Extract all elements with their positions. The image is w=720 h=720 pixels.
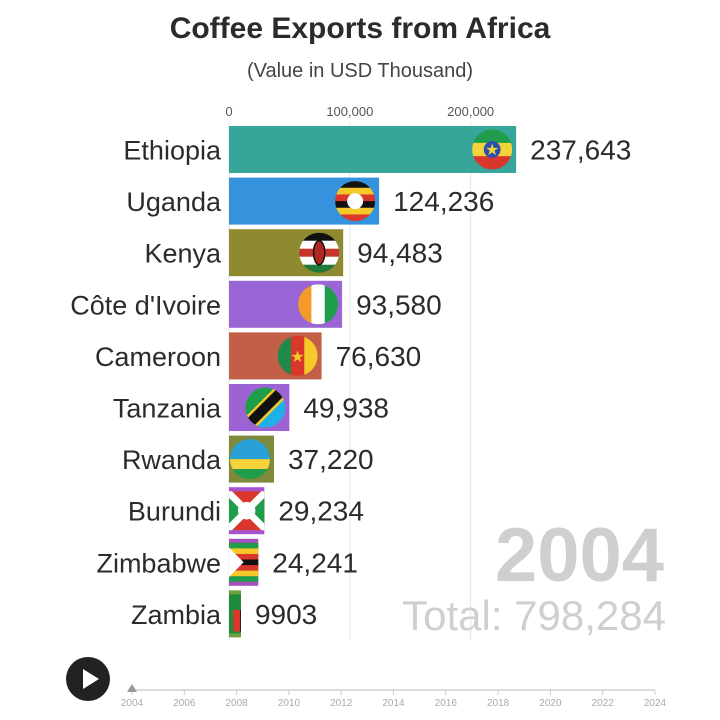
value-label: 94,483 bbox=[357, 238, 443, 269]
zimbabwe-flag-icon bbox=[229, 542, 259, 582]
cote-divoire-flag-icon bbox=[298, 284, 339, 325]
timeline-tick-label: 2010 bbox=[278, 698, 301, 709]
value-label: 9903 bbox=[255, 599, 317, 630]
category-label: Cameroon bbox=[95, 342, 221, 372]
x-tick-label: 200,000 bbox=[447, 104, 494, 119]
value-label: 49,938 bbox=[303, 393, 389, 424]
kenya-flag-icon bbox=[299, 232, 340, 273]
zambia-flag-icon bbox=[229, 594, 241, 634]
x-tick-label: 0 bbox=[225, 104, 232, 119]
bar-row: Ethiopia ★ 237,643 bbox=[123, 126, 631, 173]
timeline-tick-label: 2024 bbox=[644, 698, 667, 709]
value-label: 37,220 bbox=[288, 444, 374, 475]
category-label: Ethiopia bbox=[123, 136, 222, 166]
value-label: 93,580 bbox=[356, 289, 442, 320]
bar-row: Rwanda 37,220 bbox=[122, 435, 374, 483]
value-label: 29,234 bbox=[278, 496, 364, 527]
category-label: Kenya bbox=[144, 239, 222, 269]
category-label: Burundi bbox=[128, 497, 221, 527]
bar-row: Uganda 124,236 bbox=[126, 177, 494, 225]
uganda-flag-icon bbox=[335, 181, 376, 222]
value-label: 237,643 bbox=[530, 135, 631, 166]
bar-row: Côte d'Ivoire 93,580 bbox=[70, 280, 442, 328]
tanzania-flag-icon bbox=[245, 387, 286, 428]
rwanda-flag-icon bbox=[229, 439, 270, 480]
bar bbox=[229, 126, 517, 173]
category-label: Rwanda bbox=[122, 445, 222, 475]
bar-row: Zambia 9903 bbox=[131, 590, 317, 638]
cameroon-flag-icon: ★ bbox=[277, 335, 318, 376]
chart-title: Coffee Exports from Africa bbox=[169, 12, 551, 45]
value-label: 76,630 bbox=[336, 341, 422, 372]
category-label: Zambia bbox=[131, 600, 222, 630]
bar-row: Kenya 94,483 bbox=[144, 229, 443, 277]
value-label: 24,241 bbox=[272, 547, 358, 578]
category-label: Tanzania bbox=[113, 394, 222, 424]
chart-subtitle: (Value in USD Thousand) bbox=[246, 60, 474, 82]
timeline-tick-label: 2014 bbox=[382, 698, 405, 709]
ethiopia-flag-icon: ★ bbox=[472, 129, 513, 170]
timeline-tick-label: 2020 bbox=[539, 698, 562, 709]
total-label: Total: 798,284 bbox=[402, 592, 666, 639]
timeline-handle[interactable] bbox=[127, 684, 137, 692]
category-label: Côte d'Ivoire bbox=[70, 290, 221, 320]
x-tick-label: 100,000 bbox=[326, 104, 373, 119]
bar-row: Burundi 29,234 bbox=[128, 487, 364, 535]
timeline-tick-label: 2012 bbox=[330, 698, 353, 709]
timeline-tick-label: 2006 bbox=[173, 698, 196, 709]
play-button[interactable] bbox=[66, 657, 110, 701]
timeline-tick-label: 2022 bbox=[592, 698, 615, 709]
bar-row: Zimbabwe 24,241 bbox=[96, 538, 358, 586]
burundi-flag-icon bbox=[229, 491, 265, 531]
timeline-tick-label: 2016 bbox=[435, 698, 458, 709]
bar-row: Tanzania 49,938 bbox=[113, 384, 389, 431]
play-icon bbox=[83, 669, 99, 689]
category-label: Uganda bbox=[126, 187, 222, 217]
timeline-tick-label: 2008 bbox=[225, 698, 248, 709]
bar-row: Cameroon ★ 76,630 bbox=[95, 332, 422, 380]
svg-text:★: ★ bbox=[485, 142, 499, 159]
year-label: 2004 bbox=[494, 513, 664, 598]
category-label: Zimbabwe bbox=[96, 548, 221, 578]
value-label: 124,236 bbox=[393, 186, 494, 217]
timeline-tick-label: 2004 bbox=[121, 698, 144, 709]
timeline-tick-label: 2018 bbox=[487, 698, 510, 709]
svg-text:★: ★ bbox=[290, 349, 304, 366]
